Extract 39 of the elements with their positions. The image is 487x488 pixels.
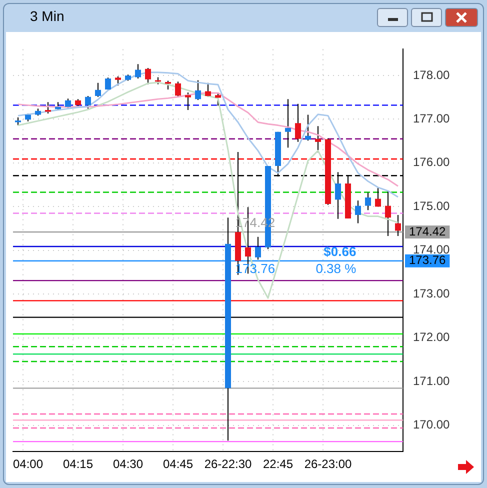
candlestick bbox=[375, 186, 381, 208]
candlestick bbox=[205, 82, 211, 98]
y-tick-label: 178.00 bbox=[413, 68, 450, 82]
x-tick-label: 04:45 bbox=[162, 457, 194, 472]
candlestick bbox=[215, 92, 221, 106]
candlestick bbox=[315, 126, 321, 153]
x-tick-label: 04:00 bbox=[12, 457, 44, 472]
y-tick-label: 175.00 bbox=[413, 198, 450, 213]
chart-title: 3 Min bbox=[30, 8, 64, 24]
y-tick-label: 171.00 bbox=[413, 374, 450, 388]
x-tick-label: 26-22:30 bbox=[204, 457, 252, 472]
y-tick-label: 172.00 bbox=[413, 330, 450, 344]
candlestick bbox=[355, 200, 361, 224]
candlestick bbox=[65, 98, 71, 108]
candlestick bbox=[115, 76, 121, 86]
ref-line-label: 174.42 bbox=[409, 224, 446, 238]
candlestick bbox=[195, 80, 201, 100]
candlestick bbox=[365, 192, 371, 211]
candlestick bbox=[185, 92, 191, 110]
candlestick bbox=[145, 68, 151, 85]
candlestick bbox=[105, 77, 111, 91]
candlestick bbox=[385, 190, 391, 236]
candlestick bbox=[85, 96, 91, 110]
y-tick-label: 170.00 bbox=[413, 418, 450, 432]
candlestick bbox=[285, 98, 291, 148]
annotation: $0.66 bbox=[324, 244, 356, 259]
x-tick-label: 26-23:00 bbox=[304, 457, 352, 472]
y-tick-label: 176.00 bbox=[413, 155, 450, 170]
x-tick-label: 04:15 bbox=[62, 457, 94, 472]
y-tick-label: 173.00 bbox=[413, 286, 450, 300]
candlestick bbox=[95, 82, 101, 98]
annotation: 0.38 % bbox=[316, 260, 357, 276]
candlestick bbox=[135, 64, 141, 80]
x-tick-label: 04:30 bbox=[112, 457, 144, 472]
y-tick-label: 177.00 bbox=[413, 111, 450, 126]
x-tick-label: 22:45 bbox=[262, 457, 294, 472]
candlestick bbox=[295, 103, 301, 142]
candlestick bbox=[255, 236, 261, 260]
candlestick bbox=[175, 81, 181, 98]
